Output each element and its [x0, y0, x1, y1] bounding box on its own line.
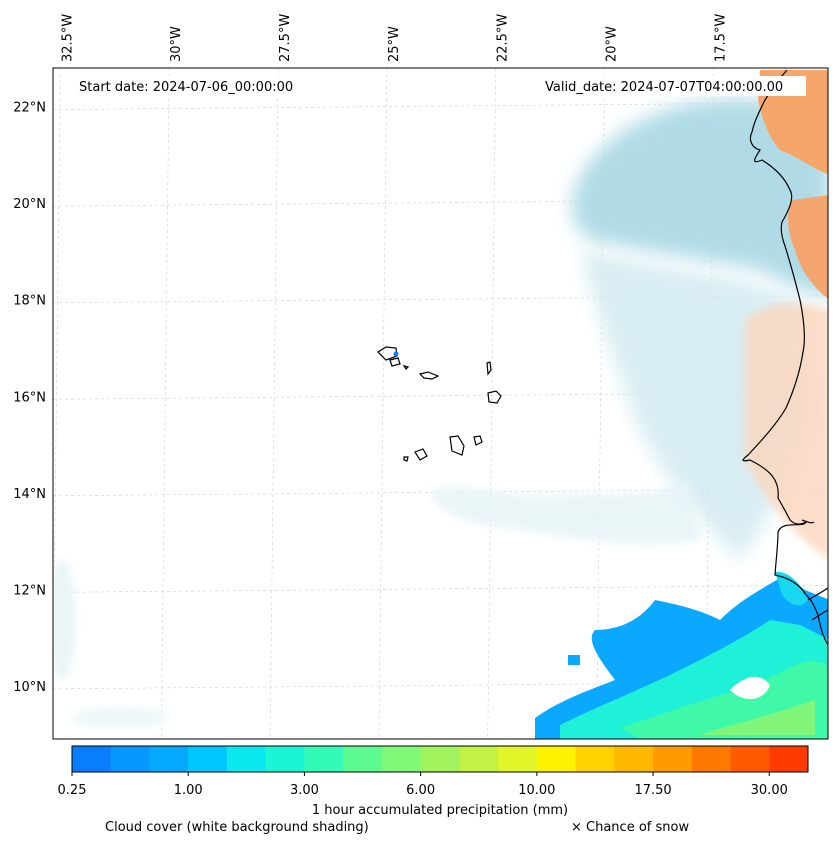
colorbar-segment: [188, 746, 228, 772]
island-sao-vicente: [389, 357, 401, 367]
meridian-line: [160, 68, 170, 739]
valid-date-box: Valid_date: 2024-07-07T04:00:00.00: [538, 76, 806, 96]
start-date-box-bg: [72, 76, 312, 96]
colorbar-segment: [691, 746, 732, 772]
colorbar-tick-label: 30.00: [751, 783, 788, 798]
precip-patch: [568, 655, 580, 665]
land-shading-central: [788, 195, 828, 299]
island-boa-vista: [487, 390, 502, 404]
valid-date-box-bg: [538, 76, 806, 96]
colorbar-segment: [769, 746, 809, 772]
longitude-label: 30°W: [169, 26, 184, 62]
longitude-label: 20°W: [605, 26, 620, 62]
colorbar-tick-label: 6.00: [406, 783, 435, 798]
cloud-patches-south: [430, 480, 700, 545]
precip-hotspot: [700, 700, 815, 735]
cloud-cover-shading: [53, 99, 828, 728]
meridian-line: [487, 68, 497, 739]
longitude-label: 17.5°W: [713, 14, 728, 62]
african-coastline: [742, 69, 828, 646]
colorbar-segment: [459, 746, 499, 772]
colorbar-tick-label: 17.50: [634, 783, 671, 798]
colorbar-segment: [381, 746, 422, 772]
longitude-label: 25°W: [387, 26, 402, 62]
colorbar-segment: [420, 746, 460, 772]
colorbar-segment: [343, 746, 383, 772]
snow-legend: × Chance of snow: [571, 820, 689, 835]
island-maio: [473, 435, 483, 446]
coast-estuary-2: [807, 587, 828, 601]
colorbar-frame: [71, 745, 809, 773]
valid-date-label: Valid_date: 2024-07-07T04:00:00.00: [545, 80, 783, 95]
colorbar-tick-label: 1.00: [174, 783, 203, 798]
latitude-label: 16°N: [13, 390, 46, 405]
colorbar-title: 1 hour accumulated precipitation (mm): [312, 803, 568, 818]
precip-point-island: [393, 351, 399, 357]
colorbar-segment: [614, 746, 654, 772]
land-shading-north: [758, 70, 828, 175]
colorbar-segment: [304, 746, 344, 772]
island-fogo: [414, 448, 428, 461]
colorbar-segment: [730, 746, 770, 772]
colorbar-tick-labels: 0.25 1.00 3.00 6.00 10.00 17.50 30.00: [58, 772, 788, 798]
meridian-line: [378, 68, 388, 739]
coastlines: [377, 69, 828, 646]
land-shading: [745, 70, 828, 559]
colorbar-segment: [226, 746, 267, 772]
colorbar-tick-label: 3.00: [290, 783, 319, 798]
precipitation-field: [535, 571, 828, 739]
colorbar-segment: [498, 746, 538, 772]
meridian-line: [269, 68, 279, 739]
colorbar-tick-label: 0.25: [58, 783, 87, 798]
island-sal: [486, 361, 492, 376]
precip-clear-hole: [730, 676, 770, 700]
longitude-label: 22.5°W: [496, 14, 511, 62]
latitude-label: 12°N: [13, 583, 46, 598]
colorbar-segment: [653, 746, 693, 772]
colorbar-segment: [575, 746, 615, 772]
longitude-label: 27.5°W: [278, 14, 293, 62]
meridian-line: [596, 68, 605, 739]
latitude-label: 20°N: [13, 197, 46, 212]
map-frame: [52, 67, 829, 740]
latitude-labels: 22°N 20°N 18°N 16°N 14°N 12°N 10°N: [13, 101, 46, 695]
latitude-label: 22°N: [13, 101, 46, 116]
precip-north-tail: [775, 571, 808, 606]
island-santa-luzia: [402, 365, 410, 370]
cloud-cover-legend: Cloud cover (white background shading): [105, 820, 369, 835]
land-shading-south: [745, 303, 828, 559]
colorbar-segment: [149, 746, 189, 772]
map-layers: [53, 68, 828, 739]
start-date-box: Start date: 2024-07-06_00:00:00: [72, 76, 312, 96]
island-santiago: [449, 435, 465, 456]
precipitation-colorbar: [72, 746, 809, 772]
colorbar-segment: [110, 746, 150, 772]
cloud-patch-southwest: [70, 708, 170, 728]
cloud-band-north: [572, 99, 828, 300]
colorbar-tick-label: 10.00: [518, 783, 555, 798]
coast-estuary-3: [811, 609, 828, 621]
start-date-label: Start date: 2024-07-06_00:00:00: [79, 80, 293, 95]
colorbar-segment: [536, 746, 577, 772]
latitude-label: 18°N: [13, 294, 46, 309]
colorbar-segment: [265, 746, 305, 772]
cloud-patch-west: [53, 560, 76, 680]
colorbar-segment: [72, 746, 112, 772]
longitude-label: 32.5°W: [60, 14, 75, 62]
island-brava: [403, 456, 409, 462]
latitude-label: 14°N: [13, 487, 46, 502]
coast-estuary-1: [801, 519, 815, 524]
latitude-label: 10°N: [13, 680, 46, 695]
longitude-labels: 32.5°W 30°W 27.5°W 25°W 22.5°W 20°W 17.5°W: [60, 14, 728, 62]
island-sao-nicolau: [418, 371, 440, 380]
